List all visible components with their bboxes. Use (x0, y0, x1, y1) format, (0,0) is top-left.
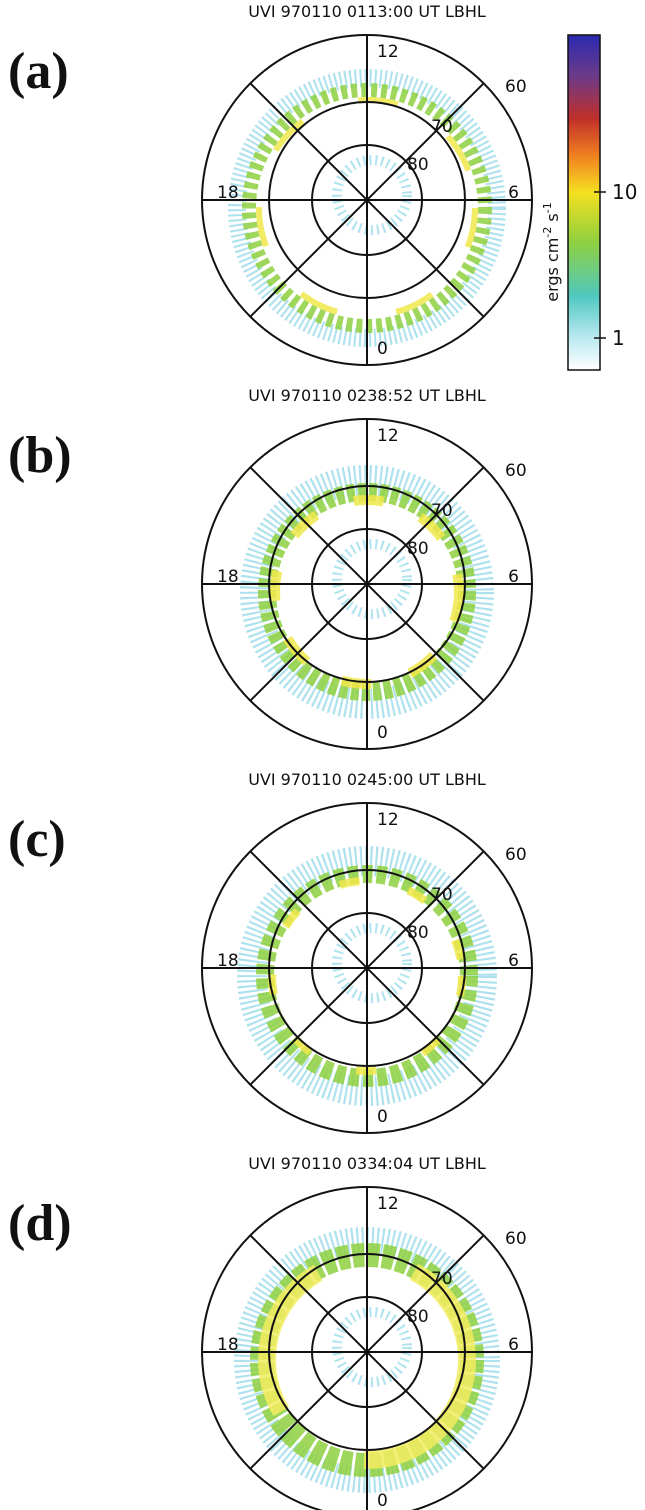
colorbar: ergs cm-2 s-1 1 10 (541, 35, 637, 370)
mlt-label: 0 (377, 1491, 388, 1510)
mlt-label: 6 (508, 1335, 519, 1355)
mlat-label: 60 (505, 461, 527, 481)
colorbar-tick-label: 10 (612, 180, 637, 204)
panel-label: (d) (8, 1195, 72, 1252)
mlt-label: 6 (508, 567, 519, 587)
mlt-label: 12 (377, 426, 399, 446)
mlt-label: 6 (508, 951, 519, 971)
colorbar-label-part: ergs cm (543, 238, 562, 302)
mlat-label: 60 (505, 77, 527, 97)
mlt-label: 18 (217, 183, 239, 203)
mlt-label: 18 (217, 567, 239, 587)
mlt-label: 6 (508, 183, 519, 203)
mlat-label: 70 (431, 1269, 453, 1289)
mlat-label: 70 (431, 117, 453, 137)
panel-label: (a) (8, 43, 69, 100)
mlt-label: 12 (377, 42, 399, 62)
mlat-label: 80 (407, 539, 429, 559)
panel-label: (b) (8, 427, 72, 484)
colorbar-tick-label: 1 (612, 326, 625, 350)
mlat-label: 60 (505, 845, 527, 865)
figure: ergs cm-2 s-1 1 10 (a) UVI 970110 0113:00 … (0, 0, 645, 1510)
colorbar-label: ergs cm-2 s-1 (541, 202, 562, 301)
colorbar-gradient (568, 35, 600, 370)
colorbar-label-part: -2 (541, 227, 554, 238)
panel-title: UVI 970110 0245:00 UT LBHL (248, 770, 486, 789)
mlt-label: 0 (377, 339, 388, 359)
mlat-label: 80 (407, 923, 429, 943)
colorbar-label-part: -1 (541, 202, 554, 213)
mlt-label: 12 (377, 1194, 399, 1214)
mlt-label: 0 (377, 1107, 388, 1127)
mlat-label: 60 (505, 1229, 527, 1249)
colorbar-label-part: s (543, 213, 562, 226)
panel-title: UVI 970110 0238:52 UT LBHL (248, 386, 486, 405)
mlat-label: 80 (407, 155, 429, 175)
mlt-label: 18 (217, 951, 239, 971)
mlat-label: 80 (407, 1307, 429, 1327)
panel-label: (c) (8, 811, 66, 868)
mlt-label: 0 (377, 723, 388, 743)
mlt-label: 12 (377, 810, 399, 830)
mlat-label: 70 (431, 885, 453, 905)
panel-title: UVI 970110 0334:04 UT LBHL (248, 1154, 486, 1173)
mlt-label: 18 (217, 1335, 239, 1355)
panel-title: UVI 970110 0113:00 UT LBHL (248, 2, 486, 21)
mlat-label: 70 (431, 501, 453, 521)
